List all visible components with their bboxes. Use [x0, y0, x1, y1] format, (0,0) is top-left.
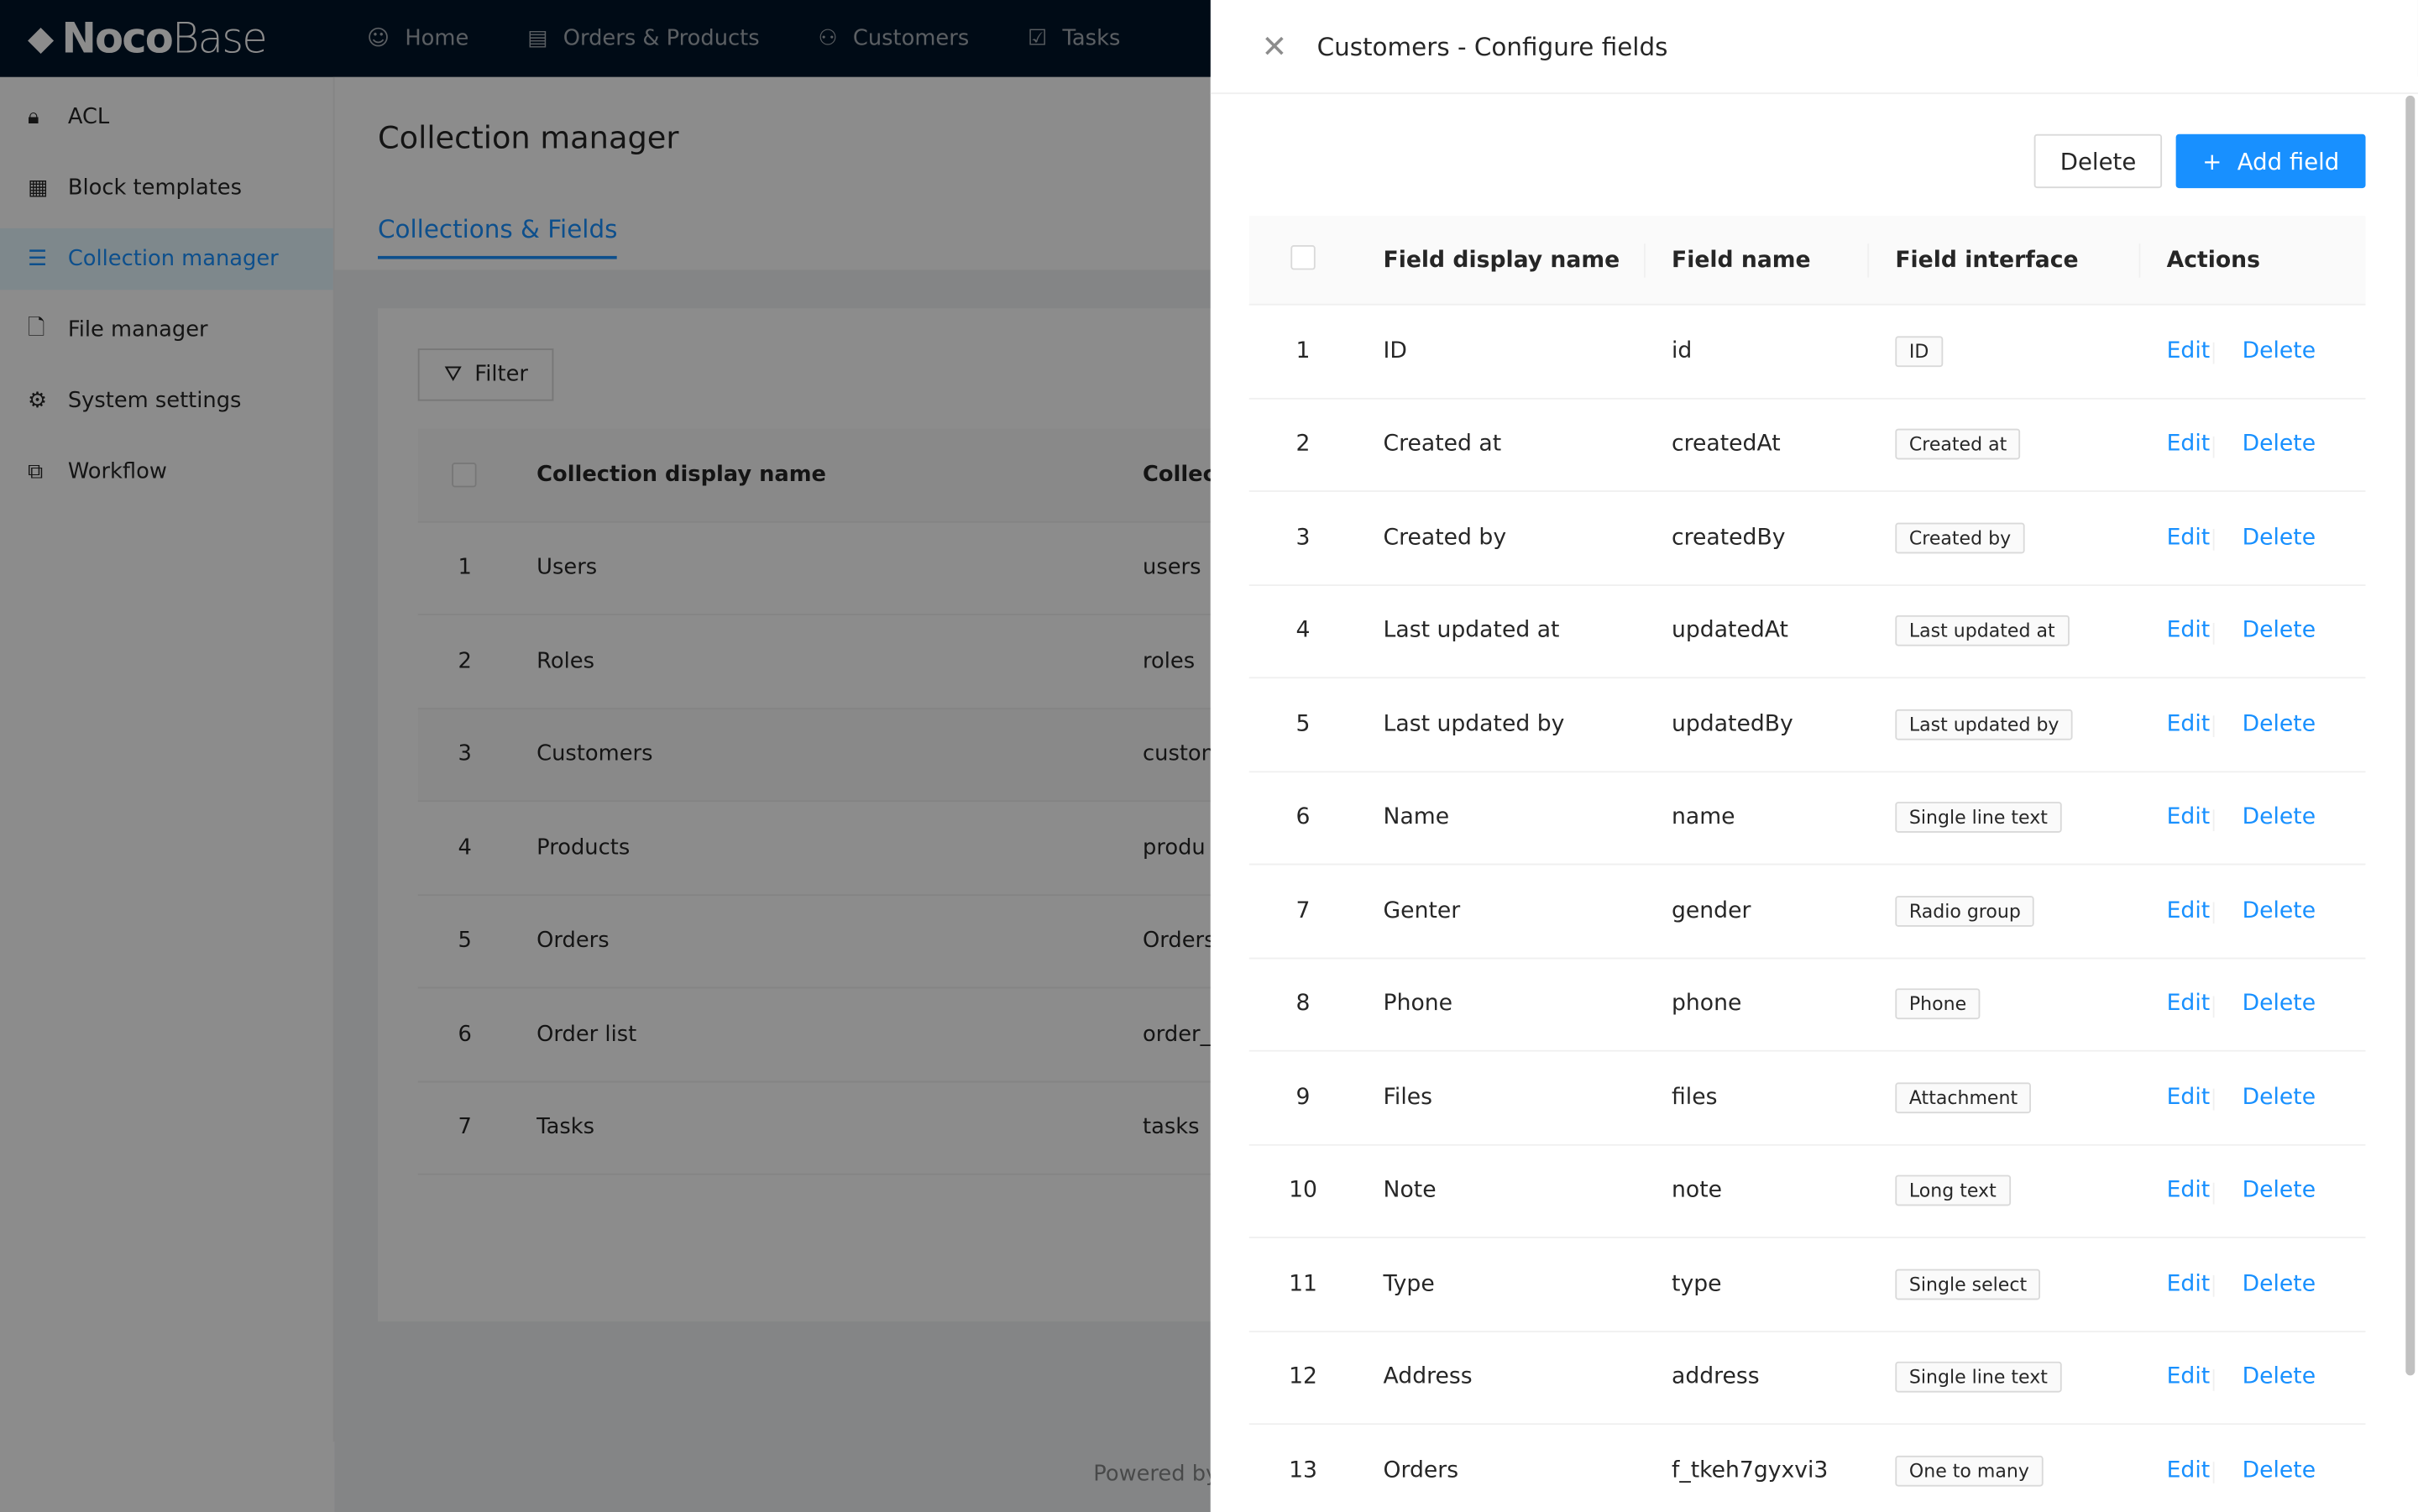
table-row: 2 Created at createdAt Created at Edit Delete — [1248, 399, 2366, 492]
configure-fields-drawer: ✕ Customers - Configure fields Delete + Ad… — [1210, 0, 2418, 1512]
interface-tag: Last updated by — [1895, 709, 2074, 740]
nav-home[interactable]: ☺ Home — [367, 26, 469, 51]
sidebar-item-workflow[interactable]: ⧉ Workflow — [28, 459, 167, 484]
table-row: 1 ID id ID Edit Delete — [1248, 306, 2366, 399]
interface-tag: Created at — [1895, 429, 2021, 460]
delete-link[interactable]: Delete — [2242, 1271, 2316, 1297]
filter-icon: ⛛ — [443, 362, 463, 388]
table-row: 7 Genter gender Radio group Edit Delete — [1248, 865, 2366, 959]
delete-link[interactable]: Delete — [2242, 1364, 2316, 1390]
edit-link[interactable]: Edit — [2166, 1271, 2211, 1297]
edit-link[interactable]: Edit — [2166, 338, 2211, 364]
table-row[interactable]: 1 Users users — [417, 522, 1498, 615]
add-field-button[interactable]: + Add field — [2176, 133, 2366, 189]
table-row[interactable]: 6 Order list order_ — [417, 988, 1498, 1082]
workflow-icon: ⧉ — [28, 459, 44, 484]
tab-collections-fields[interactable]: Collections & Fields — [377, 214, 618, 259]
sidebar-item-file-manager[interactable]: 🗋︎ File manager — [0, 299, 333, 360]
table-row: 8 Phone phone Phone Edit Delete — [1248, 959, 2366, 1052]
delete-link[interactable]: Delete — [2242, 338, 2316, 364]
table-row: 12 Address address Single line text Edit Dele… — [1248, 1332, 2366, 1426]
interface-tag: Last updated at — [1895, 615, 2070, 647]
layout-icon: ▦ — [28, 175, 49, 201]
table-row: 5 Last updated by updatedBy Last updated by… — [1248, 678, 2366, 772]
table-row: 4 Last updated at updatedAt Last updated at… — [1248, 585, 2366, 679]
interface-tag: Long text — [1895, 1175, 2011, 1206]
edit-link[interactable]: Edit — [2166, 1085, 2211, 1110]
edit-link[interactable]: Edit — [2166, 525, 2211, 551]
table-row: 13 Orders f_tkeh7gyxvi3 One to many Edit Dele… — [1249, 1425, 2366, 1512]
table-row: 10 Note note Long text Edit Delete — [1248, 1145, 2366, 1238]
table-row: 3 Created by createdBy Created by Edit Delete — [1248, 492, 2366, 586]
filter-button[interactable]: ⛛ Filter — [417, 348, 555, 401]
select-all-checkbox[interactable] — [452, 462, 477, 487]
table-row: 9 Files files Attachment Edit Delete — [1248, 1052, 2366, 1145]
select-all-checkbox[interactable] — [1290, 244, 1316, 269]
interface-tag: Single select — [1895, 1269, 2041, 1300]
footer: Powered by — [1093, 1462, 1219, 1487]
table-header: Field display name Field name Field inte… — [1248, 216, 2366, 306]
delete-link[interactable]: Delete — [2242, 898, 2316, 923]
edit-link[interactable]: Edit — [2166, 1458, 2211, 1483]
gear-icon: ⚙ — [28, 388, 48, 414]
delete-link[interactable]: Delete — [2242, 1458, 2316, 1483]
interface-tag: Single line text — [1895, 802, 2062, 834]
delete-link[interactable]: Delete — [2242, 618, 2316, 644]
interface-tag: Created by — [1895, 522, 2025, 553]
delete-link[interactable]: Delete — [2242, 991, 2316, 1017]
delete-button[interactable]: Delete — [2033, 133, 2163, 189]
drawer-title: Customers - Configure fields — [1316, 31, 1668, 61]
edit-link[interactable]: Edit — [2166, 898, 2211, 923]
interface-tag: Single line text — [1895, 1362, 2062, 1394]
interface-tag: ID — [1895, 335, 1943, 367]
users-icon: ⚇ — [818, 26, 838, 51]
fields-table: Field display name Field name Field inte… — [1248, 216, 2366, 1512]
table-row[interactable]: 7 Tasks tasks — [417, 1081, 1498, 1175]
edit-link[interactable]: Edit — [2166, 1364, 2211, 1390]
table-row: 11 Type type Single select Edit Delete — [1248, 1238, 2366, 1332]
table-row[interactable]: 5 Orders Orders — [417, 895, 1498, 989]
cube-icon: ◆ — [28, 18, 54, 58]
sidebar-item-acl[interactable]: 🔒︎ ACL — [28, 104, 110, 130]
edit-link[interactable]: Edit — [2166, 432, 2211, 458]
sidebar-item-system-settings[interactable]: ⚙ System settings — [28, 388, 242, 414]
interface-tag: Radio group — [1895, 895, 2035, 927]
delete-link[interactable]: Delete — [2242, 432, 2316, 458]
logo[interactable]: ◆ Noco Base — [28, 14, 268, 63]
scrollbar[interactable] — [2405, 95, 2415, 1376]
plus-icon: + — [2202, 147, 2222, 175]
interface-tag: Attachment — [1895, 1081, 2032, 1113]
interface-tag: Phone — [1895, 988, 1981, 1020]
delete-link[interactable]: Delete — [2242, 1178, 2316, 1204]
table-row[interactable]: 4 Products produ — [417, 802, 1498, 896]
close-icon[interactable]: ✕ — [1261, 28, 1288, 65]
delete-link[interactable]: Delete — [2242, 712, 2316, 737]
checkbox-icon: ☑ — [1028, 26, 1048, 51]
interface-tag: One to many — [1895, 1455, 2044, 1487]
nav-orders-products[interactable]: ▤ Orders & Products — [527, 26, 760, 51]
drawer-mask[interactable] — [0, 0, 1211, 1512]
delete-link[interactable]: Delete — [2242, 525, 2316, 551]
file-icon: 🗋︎ — [28, 316, 45, 341]
table-row[interactable]: 2 Roles roles — [417, 615, 1498, 709]
delete-link[interactable]: Delete — [2242, 1085, 2316, 1110]
table-row: 6 Name name Single line text Edit Delete — [1248, 772, 2366, 866]
page-title: Collection manager — [377, 118, 679, 156]
sidebar-item-block-templates[interactable]: ▦ Block templates — [28, 175, 243, 201]
sidebar: 🔒︎ ACL ▦ Block templates ☰ Collection manag… — [0, 76, 335, 1442]
sidebar-item-collection-manager[interactable]: ☰ Collection manager — [0, 228, 333, 290]
smile-icon: ☺ — [367, 26, 390, 51]
delete-link[interactable]: Delete — [2242, 805, 2316, 830]
nav-tasks[interactable]: ☑ Tasks — [1028, 26, 1121, 51]
lock-icon: 🔒︎ — [28, 104, 39, 130]
edit-link[interactable]: Edit — [2166, 1178, 2211, 1204]
nav-customers[interactable]: ⚇ Customers — [818, 26, 970, 51]
edit-link[interactable]: Edit — [2166, 991, 2211, 1017]
file-check-icon: ▤ — [527, 26, 548, 51]
edit-link[interactable]: Edit — [2166, 805, 2211, 830]
edit-link[interactable]: Edit — [2166, 712, 2211, 737]
drawer-header: ✕ Customers - Configure fields — [1210, 0, 2418, 95]
edit-link[interactable]: Edit — [2166, 618, 2211, 644]
database-icon: ☰ — [28, 246, 48, 272]
